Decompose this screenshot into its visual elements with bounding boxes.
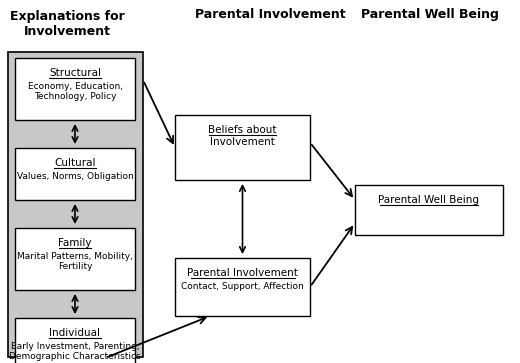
Text: Cultural: Cultural — [54, 158, 96, 168]
Bar — [175, 115, 310, 180]
Text: Marital Patterns, Mobility,
Fertility: Marital Patterns, Mobility, Fertility — [17, 252, 133, 272]
Text: Family: Family — [58, 238, 92, 248]
Bar — [175, 258, 310, 316]
Text: Values, Norms, Obligation: Values, Norms, Obligation — [17, 172, 133, 181]
Text: Beliefs about
Involvement: Beliefs about Involvement — [208, 125, 277, 147]
Text: Structural: Structural — [49, 68, 101, 78]
Text: Explanations for
Involvement: Explanations for Involvement — [10, 10, 124, 38]
Bar — [15, 148, 135, 200]
Text: Parental Well Being: Parental Well Being — [361, 8, 499, 21]
Bar — [15, 228, 135, 290]
Text: Individual: Individual — [49, 328, 100, 338]
Text: Parental Well Being: Parental Well Being — [379, 195, 479, 205]
Bar — [15, 318, 135, 363]
Text: Economy, Education,
Technology, Policy: Economy, Education, Technology, Policy — [28, 82, 123, 101]
Bar — [355, 185, 503, 235]
Text: Parental Involvement: Parental Involvement — [187, 268, 298, 278]
Bar — [8, 52, 143, 357]
Text: Early Investment, Parenting,
Demographic Characteristics: Early Investment, Parenting, Demographic… — [9, 342, 141, 362]
Bar — [15, 58, 135, 120]
Text: Parental Involvement: Parental Involvement — [194, 8, 345, 21]
Text: Contact, Support, Affection: Contact, Support, Affection — [181, 282, 304, 291]
